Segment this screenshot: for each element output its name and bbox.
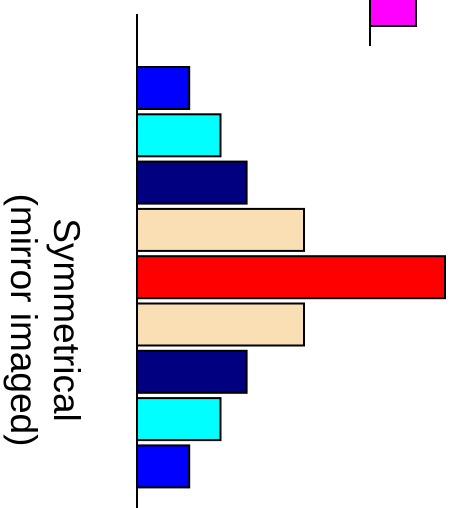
- bar-3: [136, 160, 248, 205]
- chart-label-group: Symmetrical (mirror imaged): [3, 194, 87, 447]
- bar-8: [136, 397, 222, 442]
- bar-2: [136, 113, 222, 158]
- bar-5: [136, 255, 446, 300]
- bar-1: [136, 66, 191, 110]
- bar-7: [136, 349, 248, 394]
- bar-4: [136, 207, 305, 252]
- bar-6: [136, 302, 305, 347]
- legend-swatch: [369, 0, 417, 27]
- bar-9: [136, 444, 191, 489]
- bars-group: [136, 66, 446, 489]
- chart-label-line-2: (mirror imaged): [3, 194, 44, 447]
- chart-label-line-1: Symmetrical: [46, 218, 87, 422]
